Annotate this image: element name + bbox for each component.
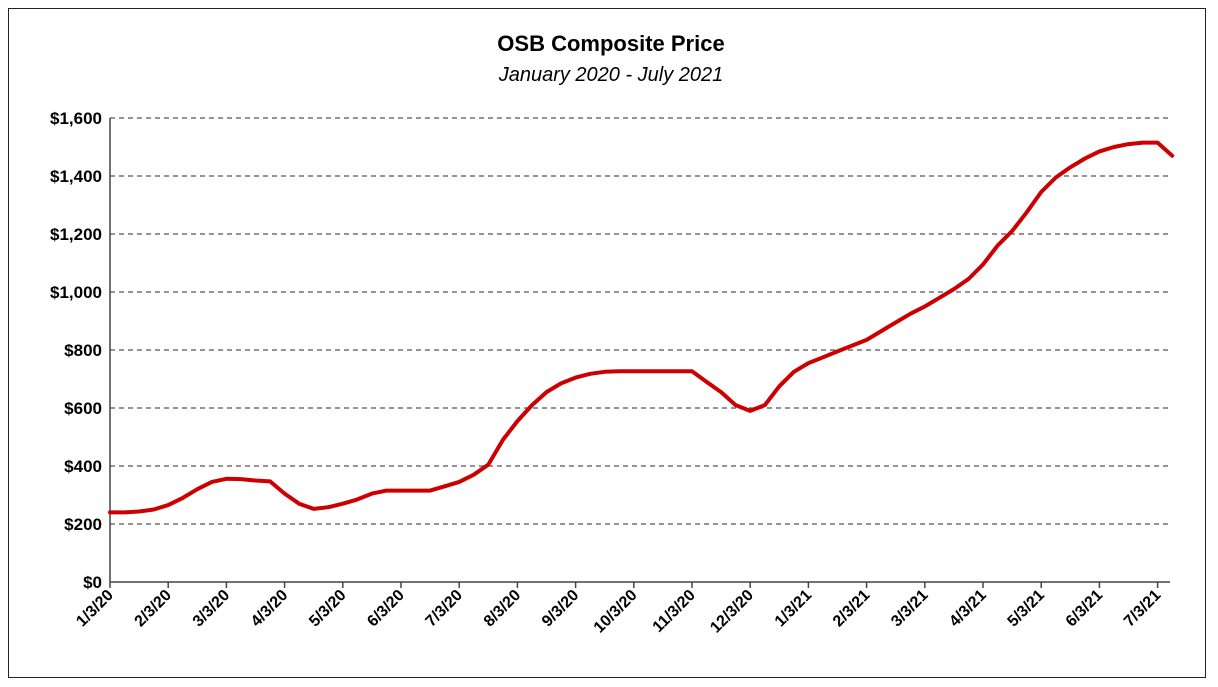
chart-title: OSB Composite Price <box>497 31 724 56</box>
x-axis-ticks: 1/3/20 2/3/20 3/3/20 4/3/20 5/3/20 6/3/20 7/3/… <box>73 587 1164 637</box>
x-tick-label: 5/3/21 <box>1005 587 1049 631</box>
y-tick-label: $1,600 <box>50 109 102 128</box>
x-tick-label: 7/3/21 <box>1121 587 1165 631</box>
y-tick-label: $0 <box>83 573 102 592</box>
gridlines <box>110 117 1170 525</box>
y-tick-label: $1,000 <box>50 283 102 302</box>
x-tick-label: 2/3/20 <box>132 587 176 631</box>
x-tick-label: 6/3/20 <box>364 587 408 631</box>
y-tick-label: $800 <box>64 341 102 360</box>
x-tick-label: 9/3/20 <box>539 587 583 631</box>
y-tick-label: $600 <box>64 399 102 418</box>
x-tick-label: 4/3/21 <box>946 587 990 631</box>
y-tick-label: $1,200 <box>50 225 102 244</box>
y-tick-label: $1,400 <box>50 167 102 186</box>
x-tick-label: 6/3/21 <box>1063 587 1107 631</box>
x-tick-label: 1/3/21 <box>772 587 816 631</box>
x-tick-label: 10/3/20 <box>591 587 641 637</box>
chart-subtitle: January 2020 - July 2021 <box>498 64 724 86</box>
x-tick-label: 1/3/20 <box>73 587 117 631</box>
chart-frame <box>8 8 1206 678</box>
x-tick-label: 3/3/20 <box>190 587 234 631</box>
x-tick-label: 11/3/20 <box>650 587 699 636</box>
y-tick-label: $400 <box>64 457 102 476</box>
series-line <box>108 140 1175 515</box>
y-tick-label: $200 <box>64 515 102 534</box>
axes <box>109 118 1170 588</box>
x-tick-label: 2/3/21 <box>830 587 874 631</box>
y-axis-ticks: $0 $200 $400 $600 $800 $1,000 $1,200 $1,400 $1,6… <box>50 109 102 592</box>
series-layer <box>108 140 1175 515</box>
x-tick-label: 12/3/20 <box>707 587 757 637</box>
x-tick-label: 8/3/20 <box>481 587 525 631</box>
x-tick-label: 5/3/20 <box>306 587 350 631</box>
x-tick-label: 3/3/21 <box>888 587 932 631</box>
x-tick-label: 4/3/20 <box>248 587 292 631</box>
x-tick-label: 7/3/20 <box>423 587 467 631</box>
